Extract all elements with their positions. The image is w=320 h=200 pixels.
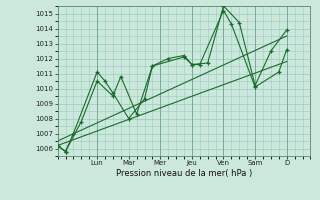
X-axis label: Pression niveau de la mer( hPa ): Pression niveau de la mer( hPa ) [116,169,252,178]
